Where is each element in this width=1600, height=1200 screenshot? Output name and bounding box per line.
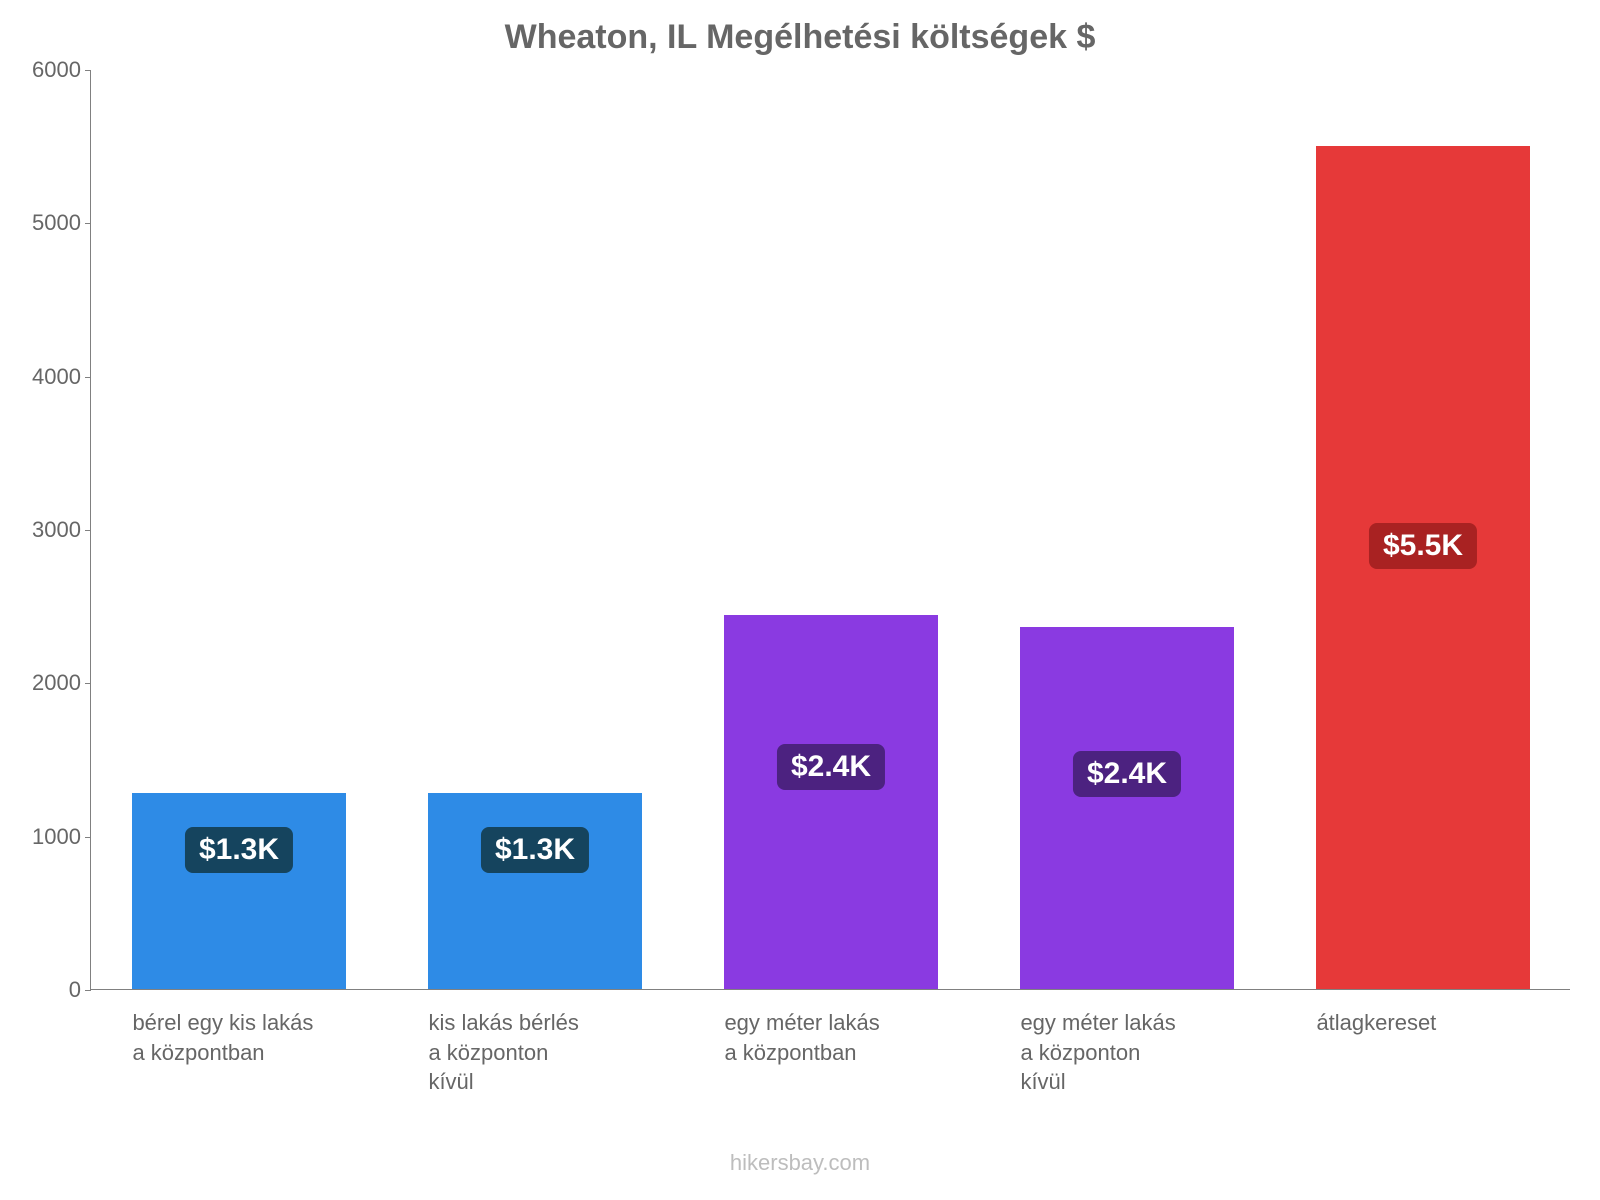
y-tick-mark [85, 377, 91, 378]
value-chip: $1.3K [185, 827, 293, 873]
chart-container: Wheaton, IL Megélhetési költségek $ 0100… [0, 0, 1600, 1200]
y-tick-mark [85, 223, 91, 224]
x-tick-label: egy méter lakása központban [724, 1008, 937, 1067]
attribution-footer: hikersbay.com [0, 1150, 1600, 1176]
y-tick-label: 3000 [21, 517, 81, 543]
y-tick-mark [85, 683, 91, 684]
y-tick-mark [85, 837, 91, 838]
bar [428, 793, 641, 989]
plot-area: 0100020003000400050006000$1.3Kbérel egy … [90, 70, 1570, 990]
y-tick-label: 5000 [21, 210, 81, 236]
y-tick-mark [85, 70, 91, 71]
value-chip: $1.3K [481, 827, 589, 873]
x-tick-label: egy méter lakása központonkívül [1020, 1008, 1233, 1097]
y-tick-mark [85, 530, 91, 531]
x-tick-label: bérel egy kis lakása központban [132, 1008, 345, 1067]
chart-title: Wheaton, IL Megélhetési költségek $ [0, 18, 1600, 57]
y-tick-label: 1000 [21, 824, 81, 850]
bar [1020, 627, 1233, 989]
y-tick-label: 4000 [21, 364, 81, 390]
y-tick-label: 0 [21, 977, 81, 1003]
value-chip: $5.5K [1369, 523, 1477, 569]
x-tick-label: átlagkereset [1316, 1008, 1529, 1038]
y-tick-label: 6000 [21, 57, 81, 83]
value-chip: $2.4K [777, 744, 885, 790]
value-chip: $2.4K [1073, 751, 1181, 797]
bar [724, 615, 937, 989]
y-tick-label: 2000 [21, 670, 81, 696]
y-tick-mark [85, 990, 91, 991]
bar [132, 793, 345, 989]
x-tick-label: kis lakás bérlésa központonkívül [428, 1008, 641, 1097]
